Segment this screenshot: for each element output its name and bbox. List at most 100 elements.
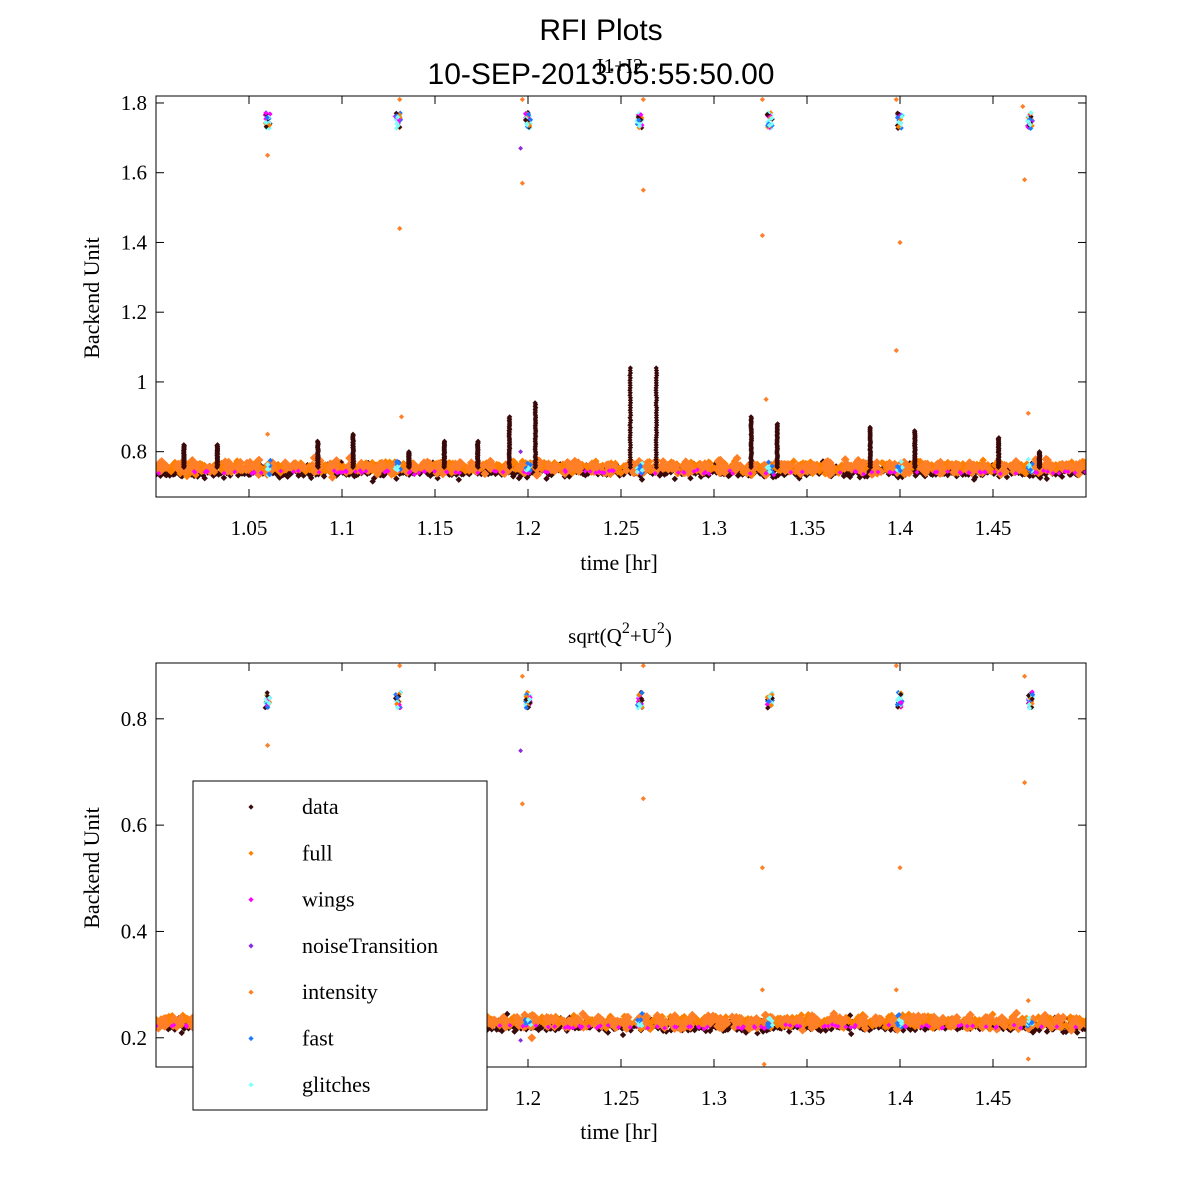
- intensity-outlier: [763, 396, 769, 402]
- data-point: [912, 472, 919, 479]
- data-point: [663, 1028, 670, 1035]
- wings-point: [934, 469, 940, 475]
- intensity-point: [186, 462, 196, 472]
- data-point: [547, 1025, 554, 1032]
- data-point: [1036, 1027, 1043, 1034]
- cal-baseline-point: [769, 463, 775, 469]
- wings-point: [997, 471, 1003, 477]
- data-point: [848, 1030, 855, 1038]
- data-point: [828, 1026, 835, 1033]
- intensity-outlier: [519, 180, 525, 186]
- intensity-point: [904, 462, 914, 472]
- intensity-point: [300, 462, 309, 472]
- cal-baseline-point: [637, 463, 643, 469]
- wings-point: [444, 469, 450, 475]
- data-spike-point: [627, 415, 633, 421]
- intensity-point: [803, 467, 812, 476]
- data-spike-point: [653, 385, 659, 391]
- intensity-point: [713, 464, 722, 474]
- data-point: [956, 1024, 963, 1032]
- full-point: [399, 460, 408, 469]
- intensity-point: [658, 457, 668, 466]
- data-spike-point: [1036, 449, 1043, 455]
- cal-baseline-point: [897, 468, 903, 474]
- noise-cal-point: [263, 124, 269, 130]
- noise-cal-point: [394, 125, 400, 131]
- data-spike-point: [653, 410, 659, 416]
- noise-cal-point: [769, 121, 775, 127]
- cal-baseline-point: [898, 459, 904, 465]
- wings-point: [763, 470, 769, 476]
- data-spike-point: [350, 431, 356, 437]
- data-spike-point: [627, 432, 633, 438]
- intensity-point: [532, 471, 542, 480]
- data-point: [1074, 1029, 1081, 1036]
- data-point: [566, 473, 573, 480]
- data-spike-point: [627, 365, 633, 371]
- data-point: [725, 1024, 733, 1031]
- intensity-point: [486, 460, 496, 469]
- intensity-point: [249, 464, 259, 473]
- intensity-point: [1061, 463, 1071, 472]
- noise-cal-point: [395, 123, 401, 129]
- noise-cal-point: [523, 111, 529, 117]
- data-spike-point: [653, 412, 660, 418]
- data-point: [580, 470, 587, 478]
- full-point: [707, 465, 715, 474]
- wings-point: [357, 468, 363, 473]
- data-spike-point: [627, 377, 633, 383]
- wings-point: [1072, 470, 1078, 476]
- wings-point: [422, 469, 428, 475]
- data-point: [754, 1030, 761, 1037]
- y-tick-label: 1.2: [121, 300, 147, 324]
- y-tick-label: 1.8: [121, 91, 147, 115]
- data-spike-point: [627, 402, 633, 408]
- data-point: [178, 1029, 185, 1037]
- intensity-point: [810, 465, 819, 474]
- cal-baseline-point: [265, 462, 271, 468]
- noise-cal-point: [899, 114, 905, 120]
- data-spike-point: [653, 365, 659, 371]
- intensity-point: [720, 464, 730, 474]
- cal-baseline-point: [1027, 467, 1034, 473]
- wings-point: [258, 470, 264, 476]
- data-point: [907, 1026, 914, 1033]
- data-point: [1062, 1028, 1070, 1036]
- data-spike-point: [441, 438, 448, 444]
- noise-cal-point: [1027, 122, 1033, 128]
- full-point: [658, 1012, 666, 1021]
- data-spike-point: [654, 405, 660, 411]
- wings-point: [493, 469, 499, 474]
- wings-point: [221, 470, 227, 476]
- intensity-outlier: [640, 187, 646, 193]
- data-point: [802, 1025, 809, 1032]
- data-spike-point: [627, 407, 633, 413]
- intensity-outlier: [759, 96, 765, 103]
- wings-point: [652, 471, 658, 476]
- data-spike-point: [628, 417, 634, 423]
- data-spike-point: [627, 462, 634, 468]
- full-point: [381, 458, 390, 466]
- cal-baseline-point: [392, 466, 398, 472]
- intensity-point: [803, 460, 812, 470]
- noise-cal-point: [263, 110, 269, 116]
- cal-baseline-point: [396, 460, 402, 466]
- intensity-point: [332, 456, 341, 465]
- data-spike-point: [748, 414, 754, 420]
- wings-point: [837, 470, 843, 475]
- data-spike-point: [627, 420, 633, 426]
- wings-point: [853, 469, 859, 475]
- data-point: [543, 475, 550, 482]
- y-tick-label: 1.6: [121, 161, 147, 185]
- intensity-point: [234, 463, 243, 472]
- data-spike-point: [653, 459, 660, 465]
- data-spike-point: [653, 457, 659, 463]
- data-spike-point: [653, 377, 659, 383]
- data-spike-point: [628, 412, 634, 418]
- intensity-point: [825, 458, 835, 468]
- intensity-point: [173, 463, 183, 473]
- intensity-outlier: [893, 96, 899, 103]
- wings-point: [747, 471, 753, 476]
- intensity-point: [683, 459, 692, 469]
- cal-baseline-point: [525, 466, 531, 472]
